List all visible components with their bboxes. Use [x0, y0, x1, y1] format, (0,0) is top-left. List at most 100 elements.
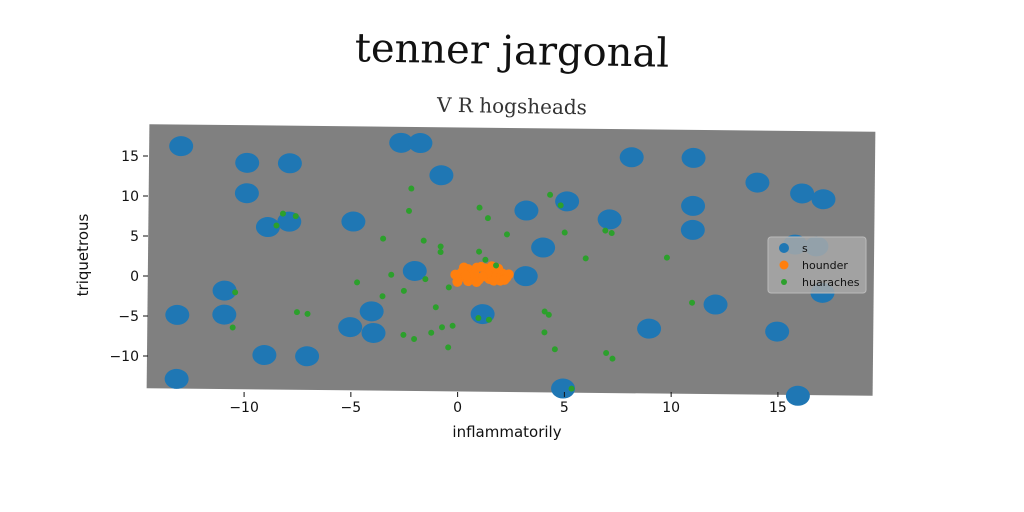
point-s-29: [338, 317, 363, 338]
point-s-26: [212, 304, 237, 325]
point-huaraches-33: [541, 329, 548, 336]
point-huaraches-34: [551, 346, 558, 353]
y-tick-label-1: −5: [118, 309, 139, 325]
point-huaraches-22: [482, 256, 489, 263]
point-huaraches-9: [379, 293, 386, 300]
point-huaraches-37: [602, 227, 609, 234]
point-hounder-27: [488, 275, 499, 286]
point-s-28: [359, 301, 384, 322]
point-s-34: [637, 318, 662, 339]
point-huaraches-39: [663, 254, 670, 261]
point-s-27: [165, 304, 190, 325]
point-huaraches-5: [437, 249, 444, 256]
y-tick-label-4: 10: [121, 189, 139, 205]
x-tick-label-4: 10: [662, 400, 680, 416]
point-huaraches-30: [582, 255, 589, 262]
point-s-9: [429, 165, 454, 186]
point-huaraches-31: [541, 308, 548, 315]
x-tick-label-2: 0: [453, 400, 462, 416]
point-hounder-25: [461, 270, 472, 281]
point-s-15: [790, 183, 815, 204]
point-huaraches-42: [232, 289, 239, 296]
point-hounder-23: [471, 277, 482, 288]
legend-label-hounder: hounder: [802, 259, 848, 272]
y-tick-label-0: −10: [109, 349, 139, 365]
point-huaraches-18: [445, 344, 452, 351]
point-huaraches-38: [608, 230, 615, 237]
x-tick-label-0: −10: [229, 400, 259, 416]
point-huaraches-8: [354, 279, 361, 286]
x-tick-label-5: 15: [769, 400, 787, 416]
point-huaraches-15: [428, 329, 435, 336]
point-s-14: [745, 172, 770, 193]
point-huaraches-48: [273, 222, 280, 229]
point-s-1: [235, 152, 260, 173]
point-huaraches-1: [380, 235, 387, 242]
point-s-2: [277, 153, 302, 174]
series-hounder: [450, 261, 514, 288]
point-huaraches-28: [557, 202, 564, 209]
point-s-17: [681, 195, 706, 216]
plot-area: [146, 124, 876, 406]
point-s-10: [514, 200, 539, 221]
point-huaraches-27: [547, 191, 554, 198]
point-s-4: [389, 132, 414, 153]
x-axis-label: inflammatorily: [452, 423, 561, 441]
legend-box: [767, 236, 867, 294]
point-huaraches-26: [503, 231, 510, 238]
point-s-37: [164, 368, 189, 389]
point-huaraches-46: [279, 210, 286, 217]
point-s-24: [513, 266, 538, 287]
point-huaraches-16: [400, 331, 407, 338]
point-s-36: [765, 321, 790, 342]
point-s-33: [295, 346, 320, 367]
plot-background: [146, 124, 876, 396]
point-huaraches-19: [475, 315, 482, 322]
point-huaraches-45: [304, 310, 311, 317]
legend-label-huaraches: huaraches: [802, 276, 860, 289]
point-hounder-26: [499, 274, 510, 285]
point-hounder-19: [476, 261, 487, 272]
point-huaraches-3: [437, 243, 444, 250]
point-s-25: [212, 280, 237, 301]
point-s-38: [551, 378, 576, 399]
point-s-39: [785, 385, 810, 406]
point-huaraches-21: [476, 248, 483, 255]
point-huaraches-7: [400, 287, 407, 294]
legend-marker-hounder: [779, 260, 789, 270]
legend: s hounder huaraches: [767, 236, 867, 294]
y-tick-label-5: 15: [121, 149, 139, 165]
point-s-0: [169, 136, 194, 157]
point-s-3: [234, 183, 259, 204]
point-huaraches-41: [568, 385, 575, 392]
point-s-12: [619, 147, 644, 168]
legend-marker-huaraches: [781, 279, 787, 285]
y-tick-label-2: 0: [130, 269, 139, 285]
x-tick-label-3: 5: [560, 400, 569, 416]
point-huaraches-12: [445, 284, 452, 291]
point-huaraches-32: [545, 311, 552, 318]
legend-marker-s: [779, 243, 789, 253]
point-huaraches-40: [689, 299, 696, 306]
series-huaraches: [229, 185, 696, 392]
point-hounder-18: [458, 262, 469, 273]
x-tick-label-1: −5: [341, 400, 362, 416]
y-tick-label-3: 5: [130, 229, 139, 245]
point-s-8: [341, 211, 366, 232]
point-huaraches-11: [422, 276, 429, 283]
point-s-13: [681, 147, 706, 168]
point-huaraches-23: [493, 262, 500, 269]
point-huaraches-29: [561, 229, 568, 236]
point-huaraches-6: [388, 271, 395, 278]
point-huaraches-47: [292, 213, 299, 220]
point-huaraches-44: [293, 309, 300, 316]
point-huaraches-2: [406, 207, 413, 214]
axes-layer: −10 −5 0 5 10 15 −10 −5 0 5 10 15: [109, 149, 786, 416]
point-s-19: [680, 219, 705, 240]
point-s-32: [252, 345, 277, 366]
point-huaraches-20: [485, 316, 492, 323]
point-s-23: [402, 260, 427, 281]
point-s-35: [703, 294, 728, 315]
point-huaraches-0: [408, 185, 415, 192]
